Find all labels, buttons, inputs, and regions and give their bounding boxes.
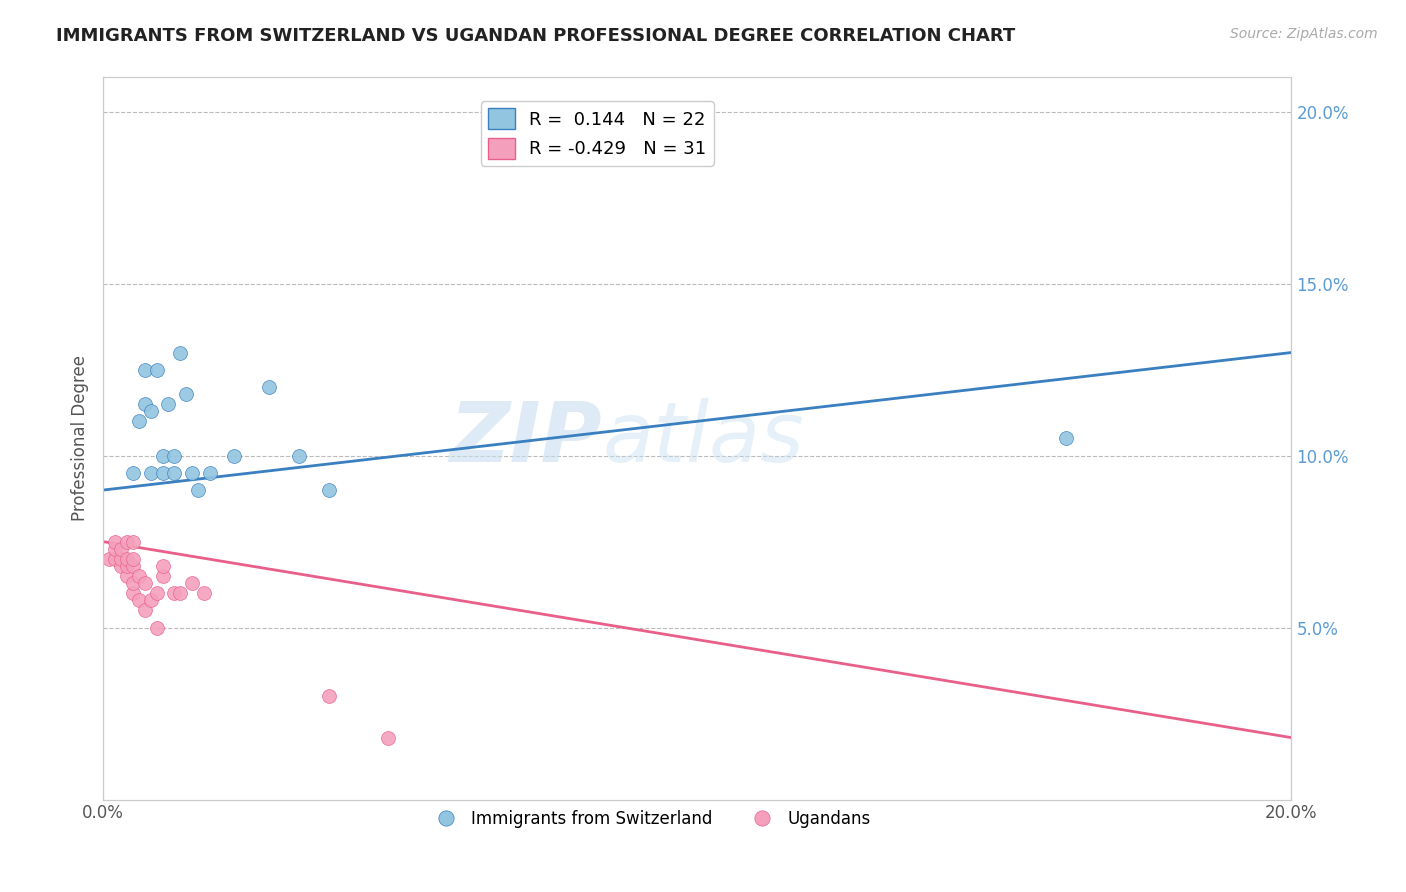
Point: [152, 558, 174, 573]
Point: [145, 362, 167, 376]
Point: [163, 449, 186, 463]
Point: [128, 569, 150, 583]
Point: [181, 466, 204, 480]
Text: Source: ZipAtlas.com: Source: ZipAtlas.com: [1230, 27, 1378, 41]
Point: [121, 551, 143, 566]
Point: [193, 586, 215, 600]
Point: [134, 397, 156, 411]
Point: [139, 593, 162, 607]
Point: [121, 558, 143, 573]
Y-axis label: Professional Degree: Professional Degree: [72, 356, 89, 522]
Point: [104, 534, 127, 549]
Point: [139, 404, 162, 418]
Point: [198, 466, 221, 480]
Point: [98, 551, 121, 566]
Point: [222, 449, 245, 463]
Point: [139, 466, 162, 480]
Point: [115, 551, 138, 566]
Point: [259, 380, 281, 394]
Point: [145, 586, 167, 600]
Text: atlas: atlas: [602, 398, 804, 479]
Point: [121, 575, 143, 590]
Point: [169, 345, 191, 359]
Text: ZIP: ZIP: [450, 398, 602, 479]
Point: [104, 551, 127, 566]
Text: IMMIGRANTS FROM SWITZERLAND VS UGANDAN PROFESSIONAL DEGREE CORRELATION CHART: IMMIGRANTS FROM SWITZERLAND VS UGANDAN P…: [56, 27, 1015, 45]
Point: [115, 569, 138, 583]
Point: [318, 483, 340, 497]
Point: [134, 603, 156, 617]
Point: [115, 534, 138, 549]
Point: [187, 483, 209, 497]
Point: [152, 449, 174, 463]
Point: [181, 575, 204, 590]
Point: [110, 551, 132, 566]
Point: [157, 397, 180, 411]
Point: [134, 575, 156, 590]
Point: [104, 541, 127, 556]
Point: [152, 466, 174, 480]
Point: [169, 586, 191, 600]
Point: [288, 449, 311, 463]
Point: [110, 558, 132, 573]
Point: [128, 414, 150, 428]
Point: [163, 466, 186, 480]
Point: [163, 586, 186, 600]
Point: [121, 534, 143, 549]
Point: [377, 731, 399, 745]
Point: [128, 593, 150, 607]
Point: [1054, 432, 1077, 446]
Point: [134, 362, 156, 376]
Point: [115, 558, 138, 573]
Point: [121, 466, 143, 480]
Point: [110, 541, 132, 556]
Point: [176, 386, 198, 401]
Legend: Immigrants from Switzerland, Ugandans: Immigrants from Switzerland, Ugandans: [422, 803, 877, 835]
Point: [145, 621, 167, 635]
Point: [152, 569, 174, 583]
Point: [318, 690, 340, 704]
Point: [121, 586, 143, 600]
